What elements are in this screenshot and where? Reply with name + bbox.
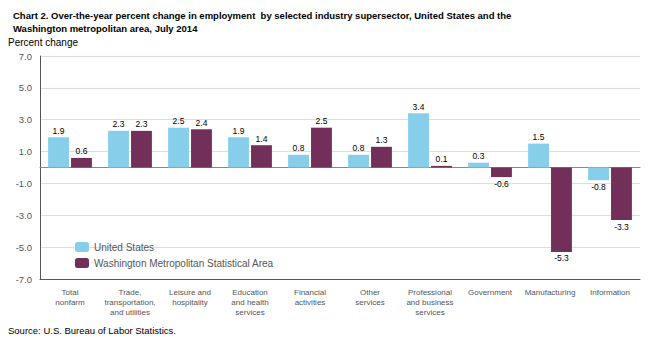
svg-text:Financial: Financial: [294, 288, 326, 297]
svg-text:Information: Information: [590, 288, 630, 297]
svg-text:1.0: 1.0: [19, 146, 32, 157]
svg-text:-5.3: -5.3: [554, 253, 569, 263]
svg-text:-5.0: -5.0: [16, 242, 32, 253]
svg-text:Professional: Professional: [408, 288, 452, 297]
svg-text:1.9: 1.9: [233, 126, 245, 136]
svg-text:services: services: [235, 308, 264, 317]
svg-text:Source: U.S. Bureau of Labor S: Source: U.S. Bureau of Labor Statistics.: [8, 325, 176, 336]
svg-text:Trade,: Trade,: [119, 288, 142, 297]
svg-text:1.3: 1.3: [376, 135, 388, 145]
svg-text:Total: Total: [62, 288, 79, 297]
svg-text:Percent change: Percent change: [8, 37, 78, 48]
svg-text:-3.3: -3.3: [614, 222, 629, 232]
svg-text:Other: Other: [360, 288, 380, 297]
svg-text:and health: and health: [231, 298, 268, 307]
svg-text:Washington metropolitan area,: Washington metropolitan area, July 2014: [13, 23, 198, 34]
svg-text:hospitality: hospitality: [172, 298, 208, 307]
svg-text:-0.6: -0.6: [494, 179, 509, 189]
svg-text:Leisure and: Leisure and: [169, 288, 211, 297]
svg-text:transportation,: transportation,: [104, 298, 155, 307]
svg-text:5.0: 5.0: [19, 82, 32, 93]
svg-text:3.4: 3.4: [413, 102, 425, 112]
svg-text:2.5: 2.5: [173, 116, 185, 126]
svg-text:2.3: 2.3: [113, 119, 125, 129]
svg-text:services: services: [355, 298, 384, 307]
svg-text:Education: Education: [232, 288, 268, 297]
svg-text:0.8: 0.8: [293, 143, 305, 153]
svg-text:nonfarm: nonfarm: [55, 298, 85, 307]
svg-text:1.4: 1.4: [256, 134, 268, 144]
svg-text:Manufacturing: Manufacturing: [525, 288, 576, 297]
svg-text:and utilities: and utilities: [110, 308, 150, 317]
svg-text:Washington Metropolitan Statis: Washington Metropolitan Statistical Area: [94, 258, 274, 269]
svg-text:2.4: 2.4: [196, 118, 208, 128]
svg-text:Chart 2. Over-the-year percent: Chart 2. Over-the-year percent change in…: [13, 10, 511, 21]
svg-text:-7.0: -7.0: [16, 274, 32, 285]
svg-text:0.6: 0.6: [76, 146, 88, 156]
svg-text:0.3: 0.3: [473, 151, 485, 161]
svg-text:-0.8: -0.8: [591, 182, 606, 192]
svg-text:2.3: 2.3: [136, 119, 148, 129]
svg-text:1.5: 1.5: [533, 132, 545, 142]
svg-text:Government: Government: [468, 288, 513, 297]
svg-text:United States: United States: [94, 242, 154, 253]
svg-text:-3.0: -3.0: [16, 210, 32, 221]
svg-text:and business: and business: [406, 298, 453, 307]
svg-text:services: services: [415, 308, 444, 317]
svg-text:2.5: 2.5: [316, 116, 328, 126]
svg-text:-1.0: -1.0: [16, 178, 32, 189]
svg-text:3.0: 3.0: [19, 114, 32, 125]
svg-text:0.8: 0.8: [353, 143, 365, 153]
svg-text:activities: activities: [295, 298, 326, 307]
svg-text:0.1: 0.1: [436, 154, 448, 164]
svg-text:1.9: 1.9: [53, 126, 65, 136]
svg-text:7.0: 7.0: [19, 51, 32, 62]
